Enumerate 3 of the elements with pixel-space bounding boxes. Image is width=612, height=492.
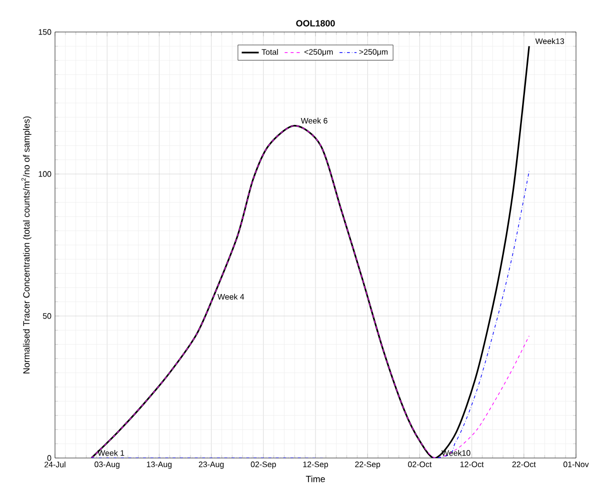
x-axis-title: Time [306, 476, 325, 482]
y-axis-title: Normalised Tracer Concentration (total counts/m$^{2}$/no of samples) [22, 116, 32, 374]
chart-title: OOL1800 [296, 20, 335, 26]
